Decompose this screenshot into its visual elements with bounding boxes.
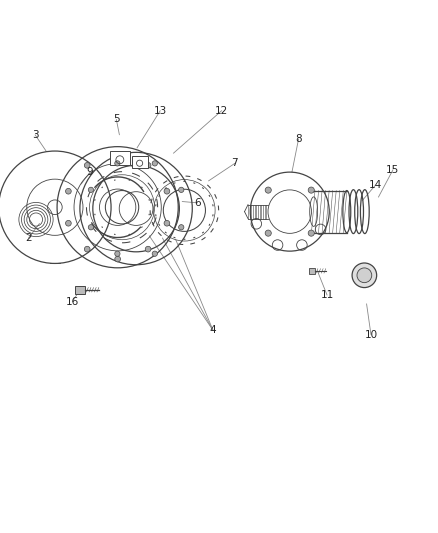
Circle shape	[65, 220, 71, 226]
Circle shape	[65, 188, 71, 194]
Circle shape	[164, 220, 170, 226]
Text: 16: 16	[66, 297, 79, 306]
Circle shape	[178, 224, 184, 230]
Text: 9: 9	[86, 167, 93, 177]
Text: 4: 4	[209, 325, 216, 335]
Text: 14: 14	[368, 180, 381, 190]
Bar	[308, 268, 314, 273]
Circle shape	[351, 263, 376, 288]
Circle shape	[265, 230, 271, 236]
Circle shape	[115, 152, 120, 158]
Text: 12: 12	[215, 106, 228, 116]
Text: 11: 11	[320, 290, 333, 300]
Circle shape	[265, 187, 271, 193]
Bar	[110, 150, 129, 165]
Bar	[75, 286, 85, 294]
Circle shape	[145, 246, 151, 252]
Text: 6: 6	[194, 198, 201, 208]
Circle shape	[307, 187, 314, 193]
Text: 8: 8	[294, 134, 301, 144]
Text: 15: 15	[385, 165, 399, 175]
Circle shape	[88, 187, 93, 192]
Circle shape	[84, 246, 90, 252]
Circle shape	[178, 187, 184, 192]
Circle shape	[164, 188, 170, 194]
Circle shape	[145, 163, 151, 168]
Circle shape	[88, 224, 93, 230]
Text: 5: 5	[113, 115, 120, 124]
Text: 3: 3	[32, 130, 39, 140]
Text: 13: 13	[153, 106, 166, 116]
Bar	[131, 156, 147, 168]
Circle shape	[114, 161, 120, 166]
Circle shape	[307, 230, 314, 236]
Text: 7: 7	[231, 158, 238, 168]
Circle shape	[356, 268, 371, 282]
Text: 2: 2	[25, 233, 32, 243]
Circle shape	[152, 161, 157, 166]
Circle shape	[114, 251, 120, 256]
Circle shape	[84, 163, 90, 168]
Circle shape	[152, 251, 157, 256]
Circle shape	[115, 256, 120, 262]
Text: 10: 10	[364, 329, 377, 340]
